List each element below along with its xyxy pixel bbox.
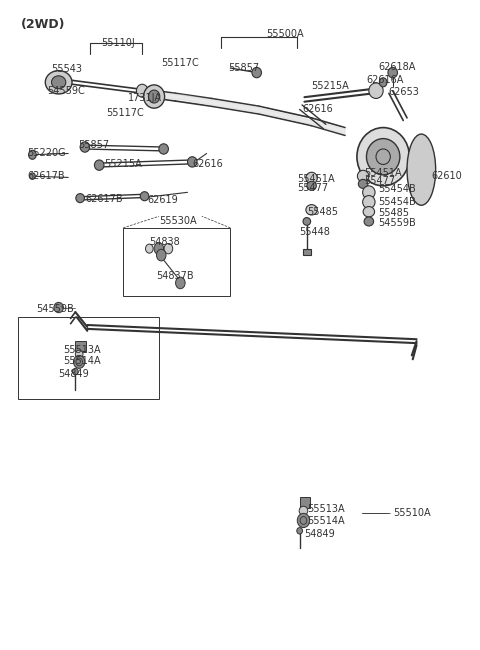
Text: 62616: 62616 [192,159,223,170]
Text: 62617B: 62617B [28,171,65,181]
Ellipse shape [297,514,310,528]
Text: 54559C: 54559C [47,86,84,96]
Bar [123,228,230,296]
Ellipse shape [407,134,436,205]
Ellipse shape [73,356,85,369]
Ellipse shape [72,369,78,375]
Text: 62618A: 62618A [378,62,416,72]
Text: 55514A: 55514A [307,516,345,526]
Ellipse shape [154,243,164,254]
Ellipse shape [306,172,317,184]
Text: 55530A: 55530A [159,216,196,226]
Ellipse shape [188,157,197,167]
Text: 55215A: 55215A [312,81,349,90]
Ellipse shape [136,84,148,98]
Text: 1731JA: 1731JA [128,94,162,103]
Text: 55514A: 55514A [63,356,101,365]
Text: 55513A: 55513A [307,504,345,514]
Ellipse shape [164,244,173,254]
Ellipse shape [379,78,387,87]
Ellipse shape [363,196,375,209]
Text: (2WD): (2WD) [21,18,65,31]
Text: 54559B: 54559B [378,218,416,227]
Ellipse shape [388,68,397,78]
Text: 62617B: 62617B [85,194,122,204]
Ellipse shape [366,138,400,175]
Bar [303,249,311,255]
Polygon shape [154,92,345,134]
Ellipse shape [156,250,166,261]
Ellipse shape [363,186,375,199]
Text: 55448: 55448 [300,227,331,237]
Text: 55110J: 55110J [102,38,135,49]
Ellipse shape [252,68,262,78]
Ellipse shape [357,127,409,186]
Ellipse shape [369,83,383,98]
Text: 55500A: 55500A [266,29,304,39]
Ellipse shape [358,170,369,182]
Ellipse shape [364,217,373,226]
Ellipse shape [75,350,83,358]
Ellipse shape [159,144,168,154]
Text: 55543: 55543 [51,64,83,74]
Text: 55857: 55857 [228,63,259,73]
Bar [18,317,159,400]
Ellipse shape [51,76,66,89]
Ellipse shape [144,85,165,108]
Text: 55454B: 55454B [378,184,416,194]
Text: 55454B: 55454B [378,197,416,207]
Ellipse shape [306,205,317,215]
Text: 54838: 54838 [149,237,180,247]
Ellipse shape [76,194,84,203]
Ellipse shape [148,90,160,103]
Ellipse shape [80,142,90,152]
Text: 55215A: 55215A [104,159,142,170]
Text: 55451A: 55451A [297,174,335,185]
Ellipse shape [95,160,104,170]
Text: 55451A: 55451A [364,168,402,178]
Text: 55477: 55477 [364,176,395,187]
Ellipse shape [45,71,72,94]
Text: 55510A: 55510A [393,508,431,517]
Ellipse shape [140,192,149,201]
Text: 55857: 55857 [78,140,109,150]
Text: 55485: 55485 [378,208,409,218]
Text: 54559B: 54559B [36,304,73,314]
Ellipse shape [359,179,368,188]
Ellipse shape [176,277,185,289]
Ellipse shape [145,244,153,253]
Ellipse shape [30,173,35,179]
Text: 54849: 54849 [59,369,89,378]
Text: 54849: 54849 [304,529,335,539]
Bar [300,497,310,508]
Text: 62616: 62616 [302,105,333,114]
Text: 62610: 62610 [431,171,462,181]
Text: 55485: 55485 [307,207,338,216]
Ellipse shape [29,150,36,159]
Ellipse shape [307,181,316,190]
Ellipse shape [297,528,302,534]
Ellipse shape [363,207,374,217]
Text: 54837B: 54837B [156,272,194,281]
Text: 55117C: 55117C [161,58,199,68]
Text: 62616A: 62616A [366,75,404,85]
Ellipse shape [299,506,308,515]
Text: 55117C: 55117C [107,108,144,118]
Ellipse shape [303,218,311,226]
Text: 55477: 55477 [297,183,328,193]
Text: 55513A: 55513A [63,344,101,355]
Text: 55220G: 55220G [28,148,66,159]
Ellipse shape [54,302,63,313]
Text: 62619: 62619 [147,195,178,205]
Text: 62653: 62653 [388,87,419,97]
Bar [75,341,86,351]
